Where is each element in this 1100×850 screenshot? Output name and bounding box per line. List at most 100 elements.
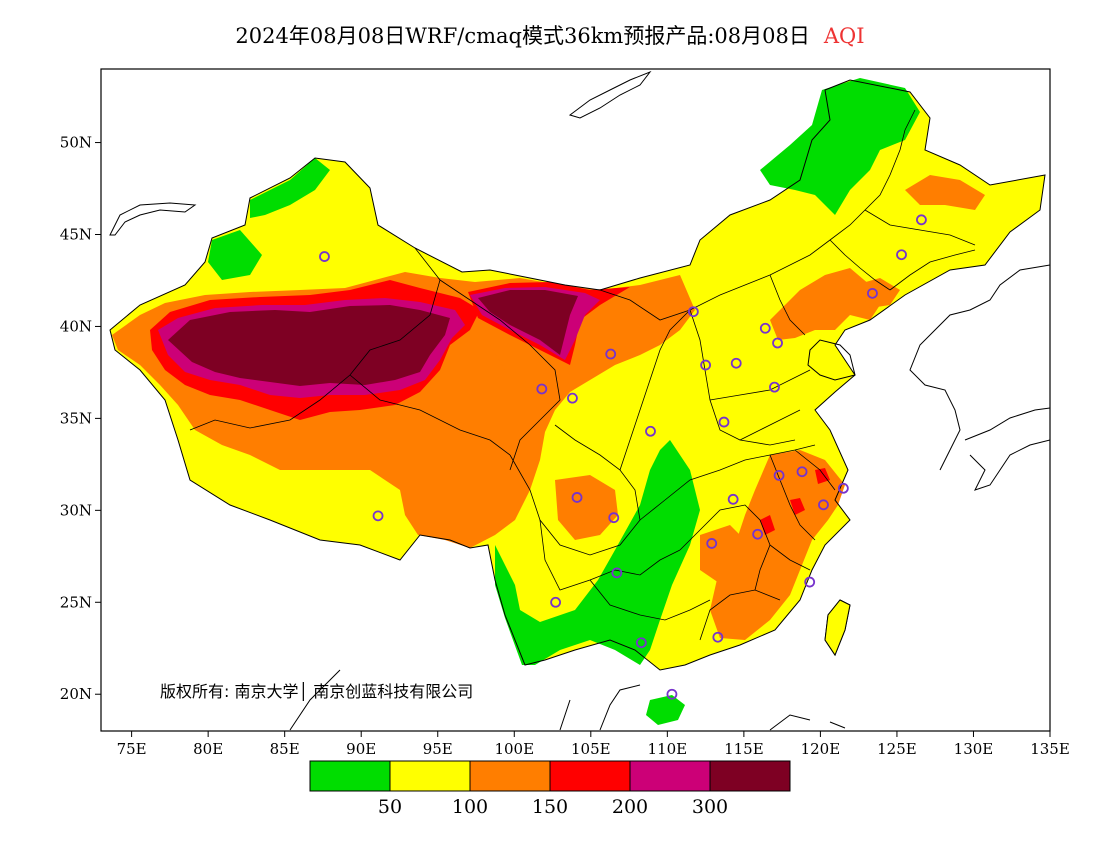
station-marker bbox=[772, 337, 783, 349]
station-marker bbox=[896, 249, 907, 261]
aqi-green-ili bbox=[208, 230, 262, 280]
aqi-green-altai bbox=[250, 158, 330, 218]
station-marker bbox=[687, 306, 699, 318]
station-marker bbox=[635, 637, 647, 649]
boundary-shaanxi bbox=[619, 309, 691, 471]
x-tick-label-11: 130E bbox=[954, 740, 994, 758]
x-tick-label-2: 85E bbox=[270, 740, 300, 758]
legend-swatch-2 bbox=[469, 760, 551, 792]
legend-label-1: 100 bbox=[452, 796, 488, 818]
boundary-qinghai-gansu bbox=[439, 279, 561, 471]
aqi-orange-sichuan bbox=[555, 475, 618, 540]
boundary-guangxi bbox=[589, 579, 711, 621]
x-tick-label-7: 110E bbox=[648, 740, 688, 758]
legend-swatch-3 bbox=[549, 760, 631, 792]
station-marker bbox=[727, 493, 739, 505]
station-marker bbox=[700, 359, 712, 371]
boundary-hebei-liaoning bbox=[769, 239, 891, 336]
aqi-orange-northchina bbox=[770, 268, 880, 340]
boundary-fujian bbox=[769, 544, 811, 571]
legend-swatch-1 bbox=[389, 760, 471, 792]
foreign-boundaries bbox=[109, 70, 1050, 731]
color-legend: 50 100 150 200 300 bbox=[309, 760, 791, 818]
boundary-inner-mongolia bbox=[599, 109, 916, 321]
legend-label-3: 200 bbox=[612, 796, 648, 818]
aqi-orange-jiangxi bbox=[700, 525, 750, 585]
x-tick-label-5: 100E bbox=[494, 740, 534, 758]
boundary-central bbox=[639, 444, 816, 521]
title-text: 2024年08月08日WRF/cmaq模式36km预报产品:08月08日 bbox=[235, 24, 810, 48]
station-marker bbox=[752, 528, 764, 540]
station-marker bbox=[718, 416, 730, 428]
station-marker bbox=[372, 510, 384, 522]
station-marker bbox=[818, 499, 829, 511]
aqi-maroon-tarim bbox=[168, 305, 450, 386]
map-content bbox=[109, 70, 1050, 731]
legend-label-2: 150 bbox=[532, 796, 568, 818]
station-marker bbox=[608, 512, 620, 524]
station-marker bbox=[712, 631, 724, 643]
boundary-shanxi-hebei bbox=[689, 309, 801, 441]
x-tick-label-1: 80E bbox=[193, 740, 223, 758]
y-tick-label-0: 20N bbox=[60, 685, 92, 703]
x-tick-label-8: 115E bbox=[724, 740, 764, 758]
legend-label-0: 50 bbox=[378, 796, 402, 818]
station-marker bbox=[867, 287, 878, 299]
legend-swatch-4 bbox=[629, 760, 711, 792]
station-marker bbox=[550, 596, 562, 608]
x-tick-label-6: 105E bbox=[571, 740, 611, 758]
station-marker bbox=[567, 392, 578, 404]
station-marker bbox=[319, 251, 330, 262]
coast-baikal bbox=[568, 70, 652, 119]
x-tick-label-12: 135E bbox=[1030, 740, 1070, 758]
station-marker bbox=[605, 348, 617, 360]
map-frame bbox=[100, 68, 1051, 732]
y-axis: 20N 25N 30N 35N 40N 45N 50N bbox=[60, 134, 101, 703]
station-marker bbox=[837, 482, 849, 494]
boundary-guangdong bbox=[699, 589, 781, 641]
legend-swatch-0 bbox=[309, 760, 391, 792]
aqi-green-southwest bbox=[495, 440, 700, 665]
station-markers bbox=[319, 214, 927, 700]
coast-south-sea bbox=[289, 669, 846, 731]
x-tick-label-0: 75E bbox=[117, 740, 147, 758]
station-marker bbox=[645, 425, 656, 437]
station-marker bbox=[706, 538, 718, 549]
station-marker bbox=[773, 469, 785, 481]
station-marker bbox=[571, 492, 583, 503]
y-tick-label-1: 25N bbox=[60, 593, 92, 611]
aqi-green-northeast bbox=[760, 78, 920, 215]
coast-northwest bbox=[109, 202, 197, 236]
y-tick-label-2: 30N bbox=[60, 501, 92, 519]
boundary-jilin-heilongjiang bbox=[864, 209, 976, 291]
x-tick-label-10: 125E bbox=[877, 740, 917, 758]
station-marker bbox=[804, 576, 816, 588]
station-marker bbox=[759, 322, 771, 334]
aqi-field bbox=[110, 78, 1045, 725]
map-title: 2024年08月08日WRF/cmaq模式36km预报产品:08月08日 AQI bbox=[0, 20, 1100, 50]
x-tick-label-4: 95E bbox=[423, 740, 453, 758]
aqi-taiwan bbox=[824, 599, 851, 657]
station-marker bbox=[769, 381, 780, 393]
copyright-text: 版权所有: 南京大学│ 南京创蓝科技有限公司 bbox=[160, 681, 473, 701]
x-tick-label-3: 90E bbox=[346, 740, 376, 758]
boundary-tibet-qinghai bbox=[349, 374, 511, 456]
aqi-red-east-dots bbox=[760, 468, 830, 535]
x-tick-label-9: 120E bbox=[801, 740, 841, 758]
aqi-green-hainan bbox=[646, 695, 685, 725]
aqi-maroon-im bbox=[478, 290, 578, 355]
station-marker bbox=[916, 214, 927, 226]
coast-kyushu bbox=[964, 407, 1050, 491]
station-marker bbox=[730, 357, 742, 369]
station-marker bbox=[536, 383, 548, 395]
boundary-hunan-jiangxi bbox=[679, 504, 771, 591]
coast-korea-japan bbox=[909, 264, 1050, 471]
legend-swatch-5 bbox=[709, 760, 791, 792]
y-tick-label-5: 45N bbox=[60, 226, 92, 244]
y-tick-label-4: 40N bbox=[60, 317, 92, 335]
y-tick-label-3: 35N bbox=[60, 409, 92, 427]
boundary-sichuan bbox=[509, 424, 641, 556]
province-boundaries bbox=[109, 79, 1046, 671]
china-outline bbox=[109, 79, 1046, 671]
